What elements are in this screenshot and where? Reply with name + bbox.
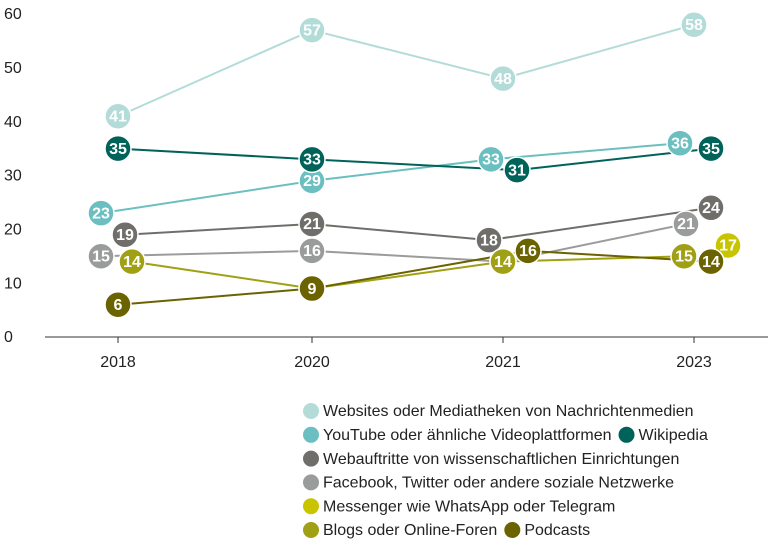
point-marker	[697, 194, 725, 222]
point-marker	[475, 226, 503, 254]
point-marker	[87, 199, 115, 227]
value-label: 21	[677, 216, 695, 233]
point-marker	[87, 242, 115, 270]
x-tick-label: 2021	[485, 354, 521, 371]
x-tick-label: 2023	[676, 354, 712, 371]
value-label: 17	[719, 238, 737, 255]
point-marker	[104, 134, 132, 163]
series-line	[100, 222, 687, 263]
point-marker	[298, 210, 326, 238]
value-label: 24	[702, 200, 720, 217]
value-label: 31	[508, 162, 526, 179]
legend-label: YouTube oder ähnliche Videoplattformen	[323, 427, 612, 444]
point-marker	[489, 247, 517, 276]
value-label: 14	[494, 254, 512, 271]
value-label: 18	[480, 232, 498, 249]
point-marker	[298, 16, 326, 44]
legend-swatch	[303, 498, 319, 515]
value-label: 58	[685, 17, 703, 34]
legend-label: Webauftritte von wissenschaftlichen Einr…	[323, 451, 679, 468]
legend-label: Wikipedia	[639, 427, 708, 444]
legend-swatch	[303, 450, 319, 467]
series-line	[100, 142, 681, 215]
value-label: 36	[671, 135, 689, 152]
legend-label: Facebook, Twitter oder andere soziale Ne…	[323, 475, 674, 492]
value-label: 35	[702, 141, 720, 158]
legend-swatch	[303, 474, 319, 491]
series-line	[117, 23, 695, 118]
value-label: 33	[482, 152, 500, 169]
value-label: 16	[303, 243, 321, 260]
point-marker	[503, 156, 531, 184]
value-label: 15	[675, 248, 693, 265]
series-line	[117, 147, 712, 172]
value-label: 29	[303, 173, 321, 190]
point-marker	[672, 210, 700, 238]
x-tick-label: 2018	[100, 354, 136, 371]
legend-swatch	[504, 522, 521, 538]
value-label: 15	[92, 248, 110, 265]
point-marker	[298, 145, 326, 174]
series-line	[124, 206, 712, 242]
legend-label: Messenger wie WhatsApp oder Telegram	[323, 498, 615, 515]
point-marker	[477, 145, 505, 174]
point-marker	[111, 220, 139, 249]
y-tick-label: 10	[4, 275, 22, 292]
point-marker	[666, 129, 694, 157]
legend-swatch	[618, 426, 635, 443]
value-label: 14	[702, 254, 720, 271]
legend-swatch	[303, 426, 319, 443]
point-marker	[298, 274, 326, 303]
point-marker	[514, 237, 542, 265]
value-label: 14	[123, 254, 141, 271]
point-marker	[697, 247, 725, 276]
y-tick-label: 40	[4, 114, 22, 131]
point-marker	[697, 134, 725, 163]
point-marker	[489, 64, 517, 93]
value-label: 23	[92, 205, 110, 222]
legend-swatch	[303, 522, 319, 538]
y-tick-label: 30	[4, 168, 22, 185]
legend-label: Blogs oder Online-Foren	[323, 522, 497, 539]
value-label: 21	[303, 216, 321, 233]
series-line	[117, 249, 712, 306]
value-label: 35	[109, 141, 127, 158]
point-marker	[670, 242, 698, 270]
y-tick-label: 20	[4, 222, 22, 239]
legend-swatch	[303, 403, 319, 419]
x-tick-label: 2020	[294, 354, 330, 371]
point-marker	[104, 290, 132, 319]
legend-label: Podcasts	[524, 522, 590, 539]
value-label: 6	[114, 297, 123, 314]
value-label: 9	[308, 281, 317, 298]
point-marker	[118, 247, 146, 276]
value-label: 16	[519, 243, 537, 260]
value-label: 33	[303, 152, 321, 169]
point-marker	[298, 237, 326, 265]
series-line	[131, 255, 685, 290]
legend-label: Websites oder Mediatheken von Nachrichte…	[323, 403, 694, 420]
y-tick-label: 50	[4, 60, 22, 77]
y-tick-label: 0	[4, 329, 13, 346]
point-marker	[104, 102, 132, 131]
value-label: 19	[116, 227, 134, 244]
point-marker	[680, 11, 708, 39]
value-label: 57	[303, 22, 321, 39]
value-label: 48	[494, 71, 512, 88]
point-marker	[714, 231, 742, 260]
value-label: 41	[109, 109, 127, 126]
y-tick-label: 60	[4, 6, 22, 23]
